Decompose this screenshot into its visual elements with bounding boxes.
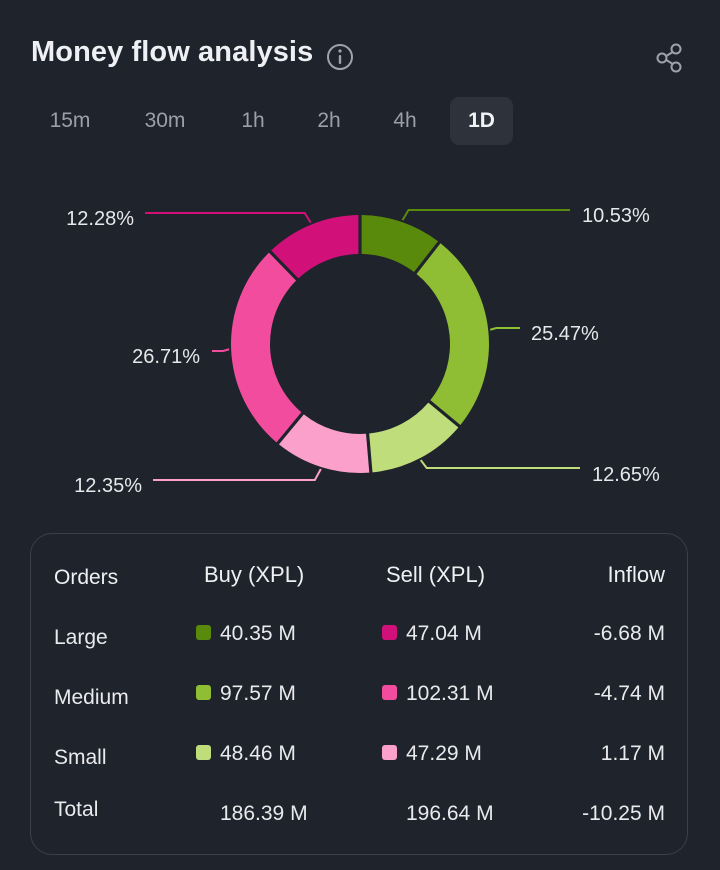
leader-line-medium-sell (212, 348, 230, 352)
row-medium-label: Medium (54, 686, 129, 709)
large-sell-value: 47.04 M (406, 622, 482, 645)
slice-label-small-buy: 12.65% (592, 464, 660, 486)
row-medium-sell: 102.31 M (382, 682, 494, 706)
row-medium-buy: 97.57 M (196, 682, 296, 706)
row-large-sell: 47.04 M (382, 622, 482, 646)
slice-label-large-buy: 10.53% (582, 205, 650, 227)
row-total-sell: 196.64 M (406, 802, 494, 825)
small-buy-swatch (196, 744, 211, 760)
row-total-label: Total (54, 798, 99, 821)
slice-label-medium-sell: 26.71% (132, 346, 200, 368)
medium-sell-swatch (382, 684, 397, 700)
page-title: Money flow analysis (31, 36, 314, 68)
medium-buy-value: 97.57 M (220, 682, 296, 705)
row-large-buy: 40.35 M (196, 622, 296, 646)
donut-slice-medium-sell[interactable] (231, 252, 302, 443)
row-medium-inflow: -4.74 M (593, 682, 665, 705)
row-small-sell: 47.29 M (382, 742, 482, 766)
tab-1d[interactable]: 1D (450, 97, 513, 145)
row-small-inflow: 1.17 M (600, 742, 665, 765)
orders-table: Orders Buy (XPL) Sell (XPL) Inflow Large… (30, 533, 688, 855)
money-flow-donut-chart: 10.53% 25.47% 12.65% 12.35% 26.71% 12.28% (66, 205, 660, 497)
medium-sell-value: 102.31 M (406, 682, 494, 705)
info-icon[interactable] (325, 42, 355, 72)
donut-slice-small-sell[interactable] (278, 414, 370, 473)
tab-2h[interactable]: 2h (317, 109, 341, 132)
row-total-inflow: -10.25 M (582, 802, 665, 825)
row-large-inflow: -6.68 M (593, 622, 665, 645)
share-icon[interactable] (654, 42, 686, 74)
donut-slice-medium-buy[interactable] (416, 243, 490, 426)
donut-slice-small-buy[interactable] (369, 402, 459, 473)
large-buy-swatch (196, 624, 211, 640)
tab-4h[interactable]: 4h (393, 109, 417, 132)
tab-30m[interactable]: 30m (144, 109, 186, 132)
header-inflow: Inflow (607, 562, 665, 587)
small-sell-value: 47.29 M (406, 742, 482, 765)
row-total-buy: 186.39 M (220, 802, 308, 825)
small-buy-value: 48.46 M (220, 742, 296, 765)
tab-1h[interactable]: 1h (241, 109, 265, 132)
slice-label-medium-buy: 25.47% (531, 323, 599, 345)
donut-slice-large-sell[interactable] (271, 215, 359, 279)
header-orders: Orders (54, 566, 119, 589)
row-small-buy: 48.46 M (196, 742, 296, 766)
leader-line-medium-buy (489, 327, 520, 331)
donut-slice-large-buy[interactable] (361, 215, 438, 273)
leader-line-small-sell (153, 468, 322, 481)
medium-buy-swatch (196, 684, 211, 700)
leader-line-large-buy (401, 209, 570, 221)
slice-label-small-sell: 12.35% (74, 475, 142, 497)
tab-15m[interactable]: 15m (49, 109, 91, 132)
large-buy-value: 40.35 M (220, 622, 296, 645)
header-buy: Buy (XPL) (204, 562, 305, 587)
slice-label-large-sell: 12.28% (66, 208, 134, 230)
row-small-label: Small (54, 746, 107, 769)
header-sell: Sell (XPL) (386, 562, 486, 587)
leader-line-small-buy (419, 459, 580, 469)
row-large-label: Large (54, 626, 108, 649)
large-sell-swatch (382, 624, 397, 640)
small-sell-swatch (382, 744, 397, 760)
leader-line-large-sell (145, 212, 312, 224)
